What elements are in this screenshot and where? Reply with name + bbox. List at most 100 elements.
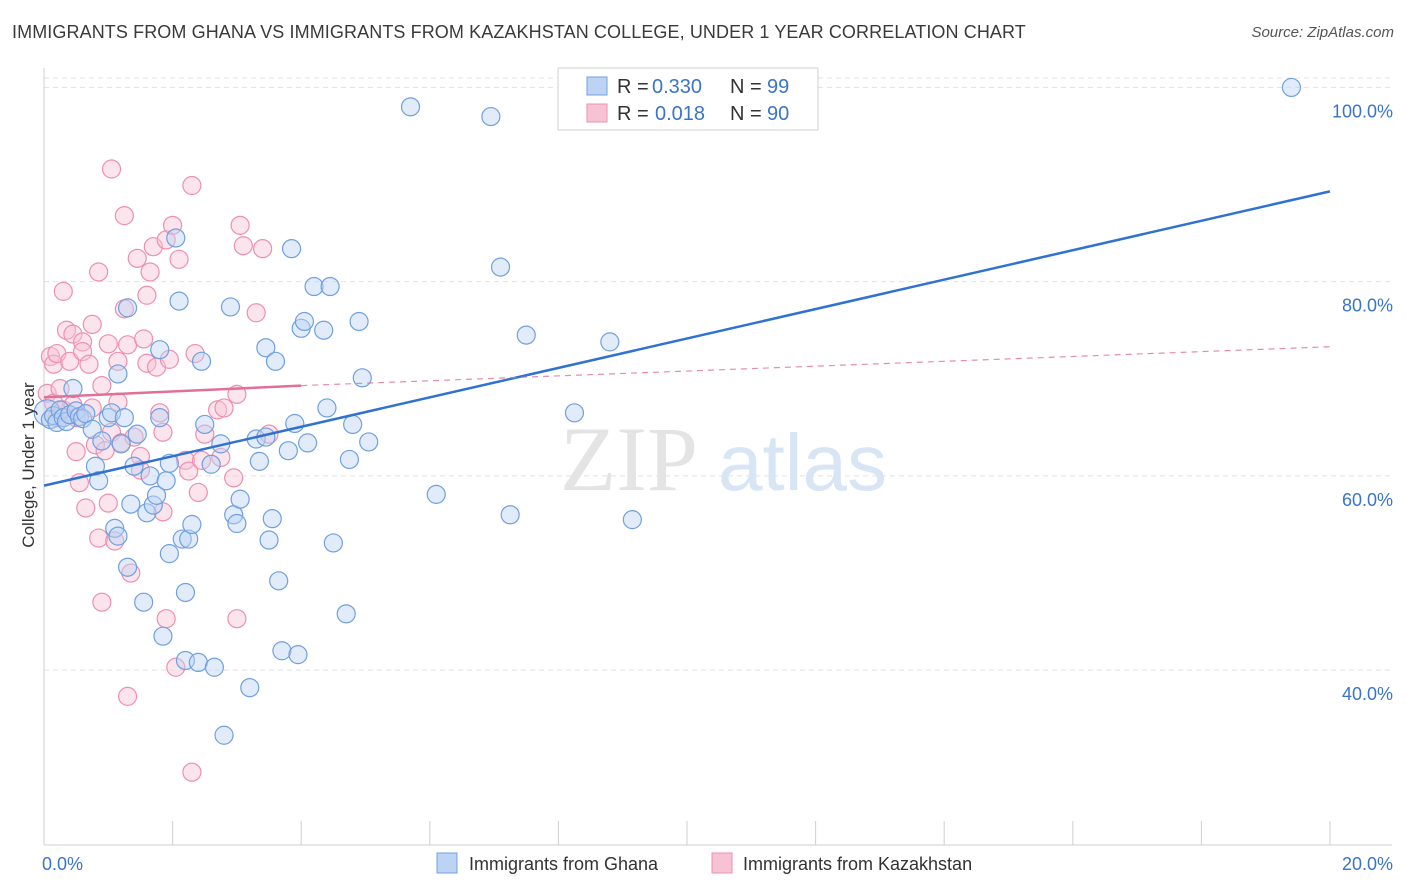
kazakhstan-trend-extension (301, 346, 1331, 387)
ghana-point (298, 433, 318, 453)
x-tick-label-min: 0.0% (42, 854, 83, 874)
kazakhstan-point (89, 528, 109, 548)
ghana-point (336, 604, 356, 624)
ghana-point (1281, 77, 1302, 98)
ghana-point (105, 518, 125, 538)
bottom-legend-kazakhstan-swatch (711, 852, 733, 874)
ghana-point (137, 503, 157, 523)
kazakhstan-point (166, 657, 186, 677)
ghana-point (175, 582, 196, 603)
kazakhstan-point (163, 215, 183, 235)
kazakhstan-point (98, 334, 118, 354)
kazakhstan-point (233, 236, 253, 256)
kazakhstan-point (224, 468, 244, 488)
ghana-point (272, 641, 292, 661)
chart-title: IMMIGRANTS FROM GHANA VS IMMIGRANTS FROM… (12, 22, 1026, 42)
bottom-legend-kazakhstan-label: Immigrants from Kazakhstan (743, 854, 972, 874)
kazakhstan-point (134, 329, 154, 349)
ghana-point (153, 626, 173, 646)
kazakhstan-point (214, 398, 234, 418)
y-tick-label-40: 40.0% (1342, 684, 1393, 704)
kazakhstan-point (253, 239, 273, 259)
kazakhstan-point (153, 422, 173, 442)
x-tick-label-max: 20.0% (1342, 854, 1393, 874)
kazakhstan-point (82, 314, 102, 335)
ghana-point (281, 239, 302, 259)
kazakhstan-point (182, 175, 202, 196)
kazakhstan-point (44, 354, 64, 374)
ghana-point (195, 414, 215, 435)
kazakhstan-point (156, 609, 176, 629)
ghana-point (600, 332, 620, 352)
ghana-point (92, 431, 112, 451)
ghana-point (140, 466, 160, 486)
ghana-point (352, 368, 372, 388)
kazakhstan-point (79, 354, 99, 374)
kazakhstan-point (98, 493, 118, 513)
ghana-point (117, 298, 138, 318)
ghana-point (114, 408, 134, 428)
ghana-points (33, 77, 1302, 745)
ghana-point (500, 505, 520, 525)
legend-kazakhstan-r-label: R = (617, 103, 649, 125)
ghana-point (294, 311, 315, 332)
ghana-point (622, 510, 642, 530)
ghana-point (304, 276, 324, 297)
ghana-point (259, 530, 279, 550)
kazakhstan-point (191, 450, 212, 470)
ghana-point (426, 484, 446, 504)
ghana-point (172, 529, 192, 549)
ghana-point (339, 449, 360, 470)
kazakhstan-point (150, 403, 170, 423)
ghana-point (564, 403, 585, 423)
kazakhstan-point (159, 349, 179, 369)
ghana-point (249, 451, 270, 471)
ghana-point (227, 513, 247, 534)
ghana-point (111, 434, 131, 454)
kazakhstan-point (137, 353, 157, 373)
legend-kazakhstan-r-value: 0.018 (655, 103, 705, 125)
ghana-point (204, 657, 224, 677)
legend-kazakhstan-n-value: 90 (767, 103, 789, 125)
ghana-point (288, 645, 308, 665)
kazakhstan-point (121, 563, 141, 583)
legend-ghana-r-label: R = (617, 76, 649, 98)
axes: 40.0% 60.0% 80.0% 100.0% 0.0% 20.0% (42, 68, 1393, 874)
kazakhstan-point (246, 303, 266, 323)
y-tick-label-80: 80.0% (1342, 296, 1393, 316)
ghana-point (121, 494, 141, 514)
kazakhstan-point (89, 262, 109, 282)
ghana-point (127, 424, 147, 444)
watermark-atlas: atlas (718, 418, 887, 507)
trend-lines (43, 190, 1331, 487)
ghana-point (50, 400, 70, 420)
kazakhstan-point (179, 461, 199, 481)
legend-kazakhstan-n-label: N = (730, 103, 762, 125)
ghana-point (516, 325, 536, 345)
kazakhstan-point (169, 249, 189, 269)
ghana-point (101, 403, 122, 423)
ghana-point (169, 291, 189, 311)
ghana-point (317, 398, 337, 418)
kazakhstan-point (72, 342, 93, 362)
ghana-point (179, 529, 199, 549)
ghana-point (150, 340, 170, 360)
ghana-point (359, 432, 379, 452)
bottom-legend-ghana-label: Immigrants from Ghana (469, 854, 659, 874)
y-axis-label: College, Under 1 year (19, 382, 38, 548)
ghana-point (262, 509, 282, 529)
ghana-point (134, 592, 154, 612)
ghana-point (108, 526, 128, 546)
kazakhstan-point (137, 285, 157, 305)
kazakhstan-trend-line (43, 384, 302, 399)
ghana-point (191, 351, 212, 371)
ghana-point (323, 533, 343, 553)
ghana-point (220, 297, 241, 317)
ghana-point (108, 364, 128, 384)
ghana-point (481, 106, 501, 127)
ghana-point (490, 257, 511, 277)
ghana-point (201, 454, 221, 474)
kazakhstan-point (92, 375, 112, 396)
kazakhstan-point (72, 332, 93, 352)
kazakhstan-point (153, 502, 173, 522)
